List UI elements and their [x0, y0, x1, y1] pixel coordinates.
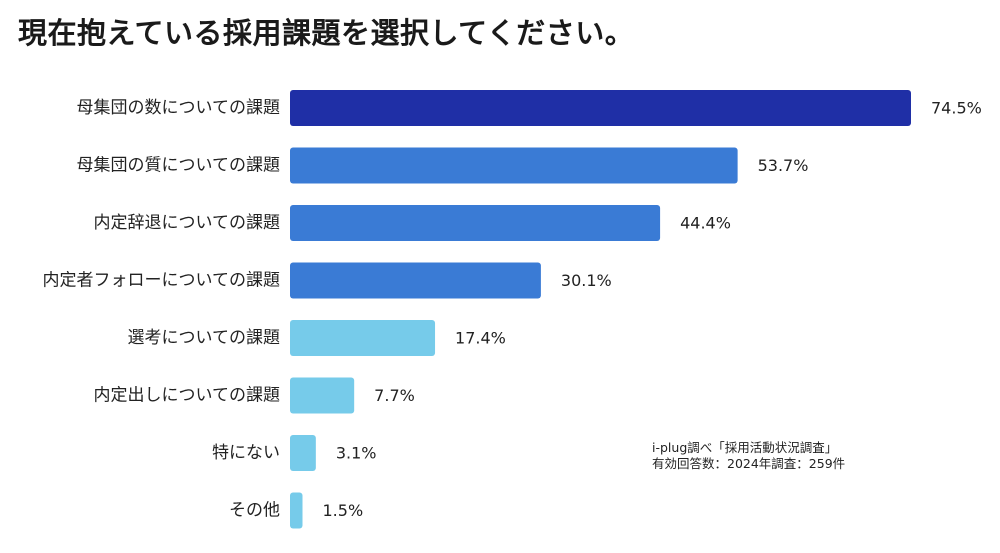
value-label-2: 44.4% — [680, 214, 731, 233]
chart-title: 現在抱えている採用課題を選択してください。 — [18, 16, 635, 50]
source-line-1: i-plug調べ「採用活動状況調査」 — [652, 440, 838, 455]
bar-7 — [290, 492, 303, 529]
value-label-3: 30.1% — [561, 271, 612, 290]
category-label-6: 特にない — [212, 443, 280, 463]
bar-1 — [290, 147, 738, 184]
value-label-5: 7.7% — [374, 386, 415, 405]
bar-5 — [290, 377, 355, 414]
category-label-4: 選考についての課題 — [128, 328, 281, 348]
category-label-7: その他 — [229, 501, 280, 521]
category-label-0: 母集団の数についての課題 — [77, 98, 281, 118]
bar-6 — [290, 435, 316, 471]
category-label-2: 内定辞退についての課題 — [94, 213, 281, 233]
value-label-6: 3.1% — [336, 444, 377, 463]
source-note: i-plug調べ「採用活動状況調査」 有効回答数：2024年調査：259件 — [652, 440, 845, 472]
value-label-4: 17.4% — [455, 329, 506, 348]
bar-0 — [290, 90, 911, 126]
category-label-3: 内定者フォローについての課題 — [43, 271, 281, 291]
value-label-7: 1.5% — [323, 501, 364, 520]
source-line-2: 有効回答数：2024年調査：259件 — [652, 456, 846, 471]
category-label-1: 母集団の質についての課題 — [77, 156, 281, 176]
category-label-5: 内定出しについての課題 — [94, 386, 281, 406]
bar-3 — [290, 262, 541, 299]
bar-2 — [290, 205, 661, 241]
bar-4 — [290, 320, 436, 356]
value-label-1: 53.7% — [758, 156, 809, 175]
value-label-0: 74.5% — [931, 99, 982, 118]
